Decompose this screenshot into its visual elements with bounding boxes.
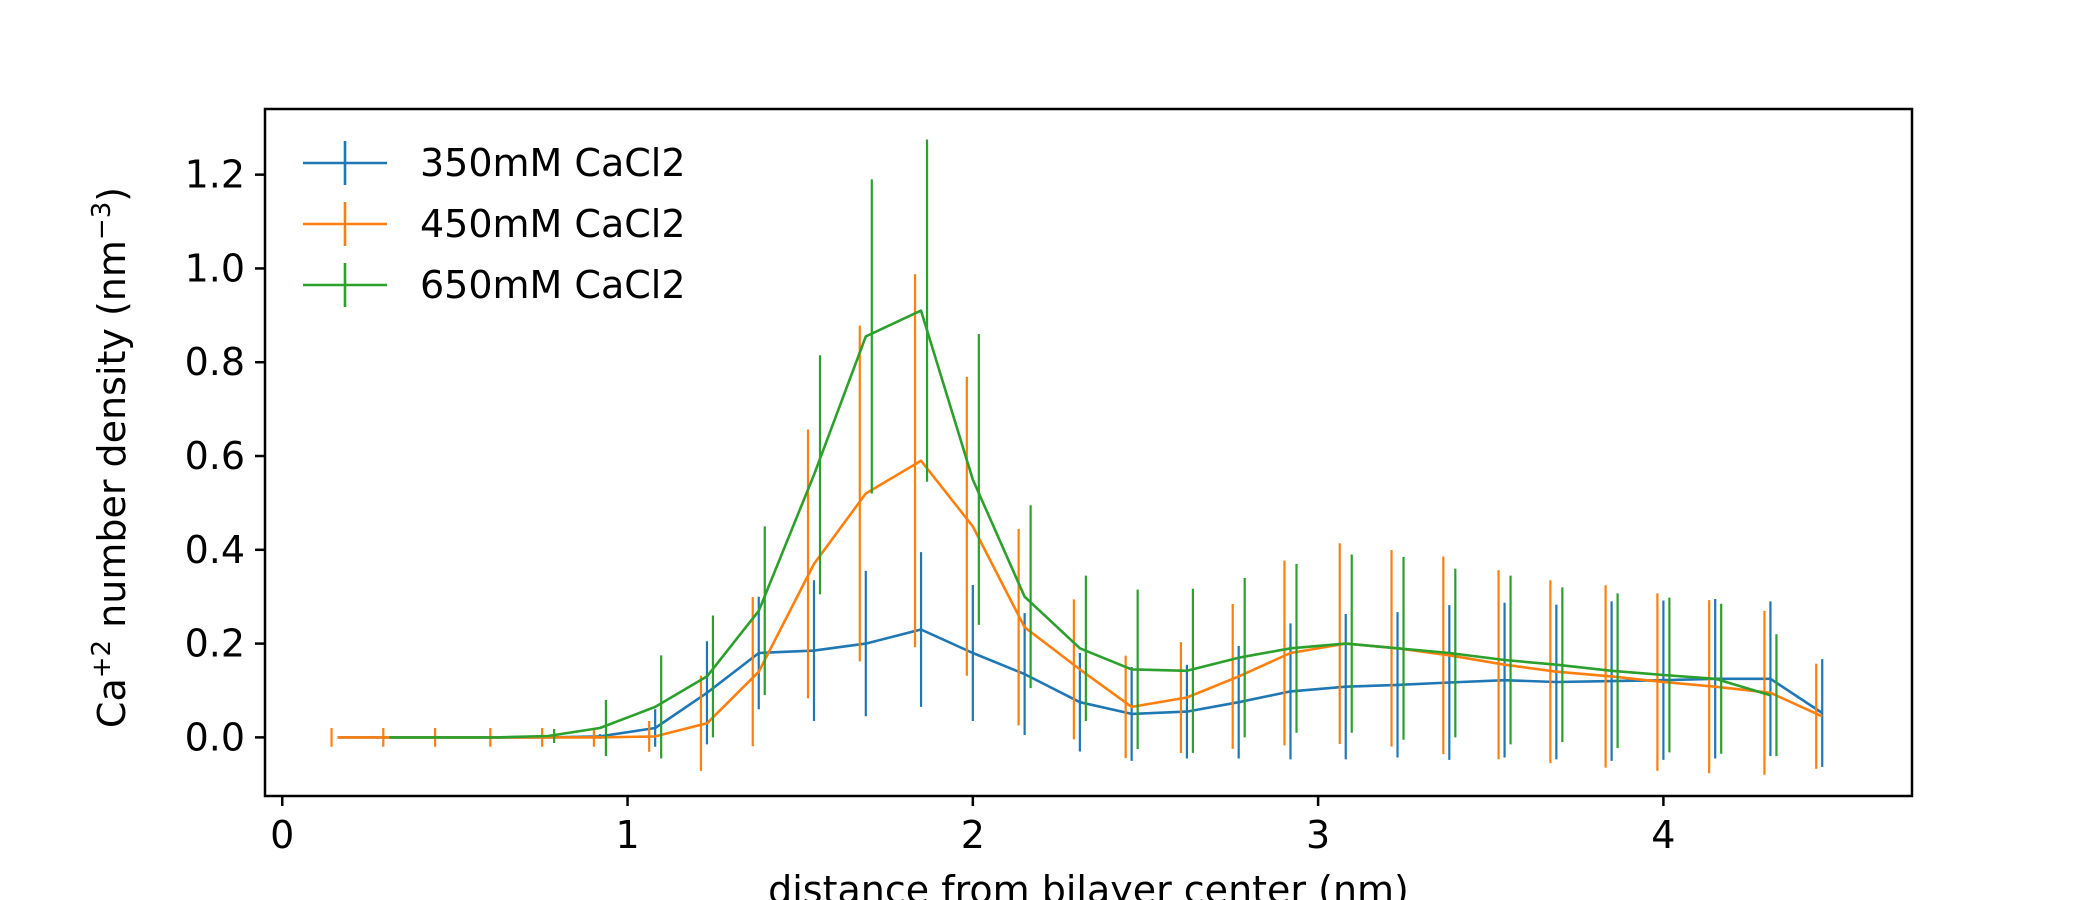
y-tick-label: 0.4 [185, 528, 245, 572]
y-tick-label: 1.2 [185, 153, 245, 197]
legend: 350mM CaCl2 450mM CaCl2 650mM CaCl2 [303, 141, 686, 307]
y-label-middle: number density (nm [90, 240, 134, 640]
series-layer [330, 139, 1824, 775]
legend-label: 650mM CaCl2 [420, 263, 686, 307]
series-line [389, 309, 1771, 739]
x-axis-label: distance from bilayer center (nm) [768, 868, 1409, 900]
y-label-end-sup: −3 [87, 202, 117, 240]
legend-label: 450mM CaCl2 [420, 202, 686, 246]
y-tick-label: 0.2 [185, 622, 245, 666]
x-tick-label: 1 [615, 813, 639, 857]
y-label-close: ) [90, 187, 134, 202]
x-tick-label: 3 [1306, 813, 1330, 857]
y-tick-label: 0.8 [185, 340, 245, 384]
y-tick-label: 0.6 [185, 434, 245, 478]
y-tick-label: 1.0 [185, 246, 245, 290]
legend-label: 350mM CaCl2 [420, 141, 686, 185]
series-2 [330, 274, 1823, 775]
y-axis-label: Ca+2 number density (nm−3) [87, 187, 134, 728]
x-tick-label: 0 [270, 813, 294, 857]
y-label-base-sup: +2 [87, 640, 117, 678]
y-tick-label: 0.0 [185, 715, 245, 759]
plot-frame [263, 107, 1914, 798]
ticks-layer: 0 1 2 3 4 0.0 0.2 0.4 0.6 0.8 1.0 1.2 [185, 153, 1676, 857]
y-label-base: Ca [90, 678, 134, 728]
series-line [337, 459, 1823, 739]
series-3 [389, 139, 1778, 759]
x-tick-label: 4 [1651, 813, 1675, 857]
x-tick-label: 2 [961, 813, 985, 857]
